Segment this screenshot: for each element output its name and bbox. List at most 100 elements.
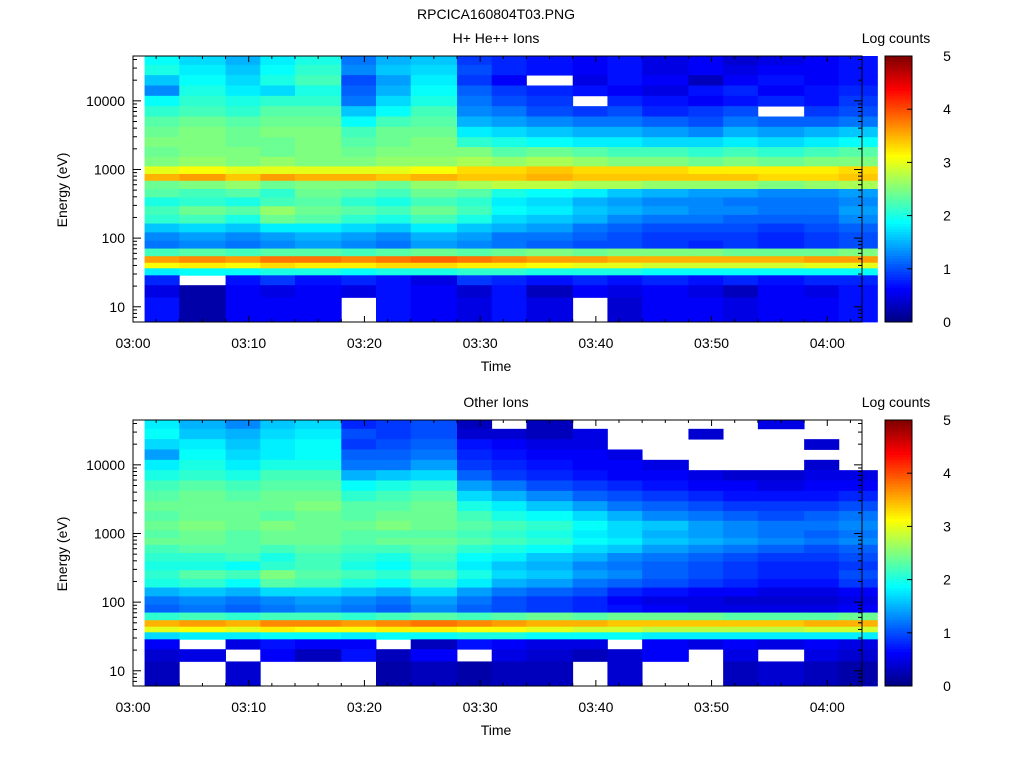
heatmap-cell [260, 240, 296, 249]
heatmap-cell [688, 470, 724, 481]
heatmap-cell [179, 561, 226, 571]
heatmap-cell [410, 596, 458, 606]
heatmap-cell [144, 520, 180, 531]
heatmap-cell [838, 501, 878, 512]
heatmap-cell [838, 232, 878, 242]
axes: 03:00 03:10 03:20 03:30 03:40 03:50 04:00 10 100… [86, 55, 863, 351]
heatmap-cell [838, 268, 878, 276]
heatmap-cell [260, 64, 296, 76]
heatmap-cell [410, 156, 458, 167]
heatmap-cell [723, 490, 759, 502]
heatmap-cell [179, 649, 226, 662]
heatmap-cell [179, 173, 226, 182]
x-tick-label: 03:10 [231, 335, 266, 351]
heatmap-cell [260, 480, 296, 492]
heatmap-cell [572, 147, 608, 158]
heatmap-cell [757, 275, 805, 286]
heatmap-cell [491, 490, 527, 502]
heatmap-cell [688, 106, 724, 117]
heatmap-cell [341, 166, 377, 175]
heatmap-cell [642, 596, 689, 606]
colorbar-segment [885, 311, 912, 315]
heatmap-cell [757, 480, 805, 492]
colorbar-segment [885, 598, 912, 602]
heatmap-cell [179, 206, 226, 216]
heatmap-cell [607, 596, 643, 606]
heatmap-cell [260, 596, 296, 606]
heatmap-cell [295, 596, 342, 606]
colorbar-segment [885, 438, 912, 442]
heatmap-cell [295, 639, 342, 650]
heatmap-cell [376, 116, 412, 128]
heatmap-cell [526, 649, 574, 662]
heatmap-cell [838, 173, 878, 182]
heatmap-cell [526, 578, 574, 588]
heatmap-cell [376, 275, 412, 286]
heatmap-cell [410, 612, 458, 621]
panel-title: H+ He++ Ions [453, 30, 540, 46]
heatmap-cell [179, 530, 226, 539]
heatmap-cell [179, 180, 226, 190]
heatmap-cell [491, 596, 527, 606]
heatmap-cell [144, 470, 180, 481]
heatmap-cell [607, 544, 643, 554]
heatmap-cell [757, 75, 805, 86]
heatmap-cell [376, 530, 412, 539]
heatmap-cell [144, 95, 180, 107]
heatmap-cell [607, 189, 643, 198]
colorbar-segment [885, 202, 912, 206]
colorbar-segment [885, 664, 912, 668]
heatmap-cell [260, 256, 296, 264]
heatmap-cell [526, 85, 574, 97]
heatmap-cell [295, 561, 342, 571]
heatmap-cell [295, 490, 342, 502]
heatmap-cell [838, 620, 878, 628]
heatmap-cell [804, 570, 840, 580]
heatmap-cell [295, 56, 342, 66]
heatmap-cell [491, 156, 527, 167]
heatmap-cell [376, 428, 412, 440]
heatmap-cell [457, 439, 493, 450]
heatmap-cell [376, 480, 412, 492]
colorbar-segment [885, 282, 912, 286]
heatmap-cell [260, 85, 296, 97]
heatmap-cell [410, 147, 458, 158]
colorbar-segment [885, 683, 912, 687]
colorbar-tick-label: 0 [943, 678, 951, 694]
colorbar-segment [885, 563, 912, 567]
heatmap-cell [757, 490, 805, 502]
heatmap-cell [295, 420, 342, 430]
colorbar-segment [885, 234, 912, 238]
heatmap-cell [410, 275, 458, 286]
heatmap-cell [491, 173, 527, 182]
heatmap-cell [804, 180, 840, 190]
heatmap-cell [225, 520, 261, 531]
colorbar-segment [885, 670, 912, 674]
heatmap-cell [376, 232, 412, 242]
heatmap-cell [723, 147, 759, 158]
colorbar-segment [885, 279, 912, 283]
heatmap-cell [607, 214, 643, 224]
heatmap-cell [225, 116, 261, 128]
heatmap-cell [607, 578, 643, 588]
heatmap-cell [295, 626, 342, 633]
heatmap-cell [607, 537, 643, 546]
heatmap-cell [376, 661, 412, 687]
colorbar-segment [885, 515, 912, 519]
heatmap-cell [526, 520, 574, 531]
heatmap-cell [260, 639, 296, 650]
colorbar-segment [885, 204, 912, 209]
heatmap-cell [225, 275, 261, 286]
heatmap-cell [144, 180, 180, 190]
colorbar-segment [885, 135, 912, 139]
heatmap-cell [179, 56, 226, 66]
colorbar-segment [885, 220, 912, 225]
heatmap-cell [410, 420, 458, 430]
heatmap-cell [376, 511, 412, 522]
heatmap-cell [526, 470, 574, 481]
heatmap-cell [260, 428, 296, 440]
heatmap-cell [457, 639, 493, 650]
colorbar-segment [885, 678, 912, 682]
heatmap-cell [410, 232, 458, 242]
heatmap-cell [607, 173, 643, 182]
